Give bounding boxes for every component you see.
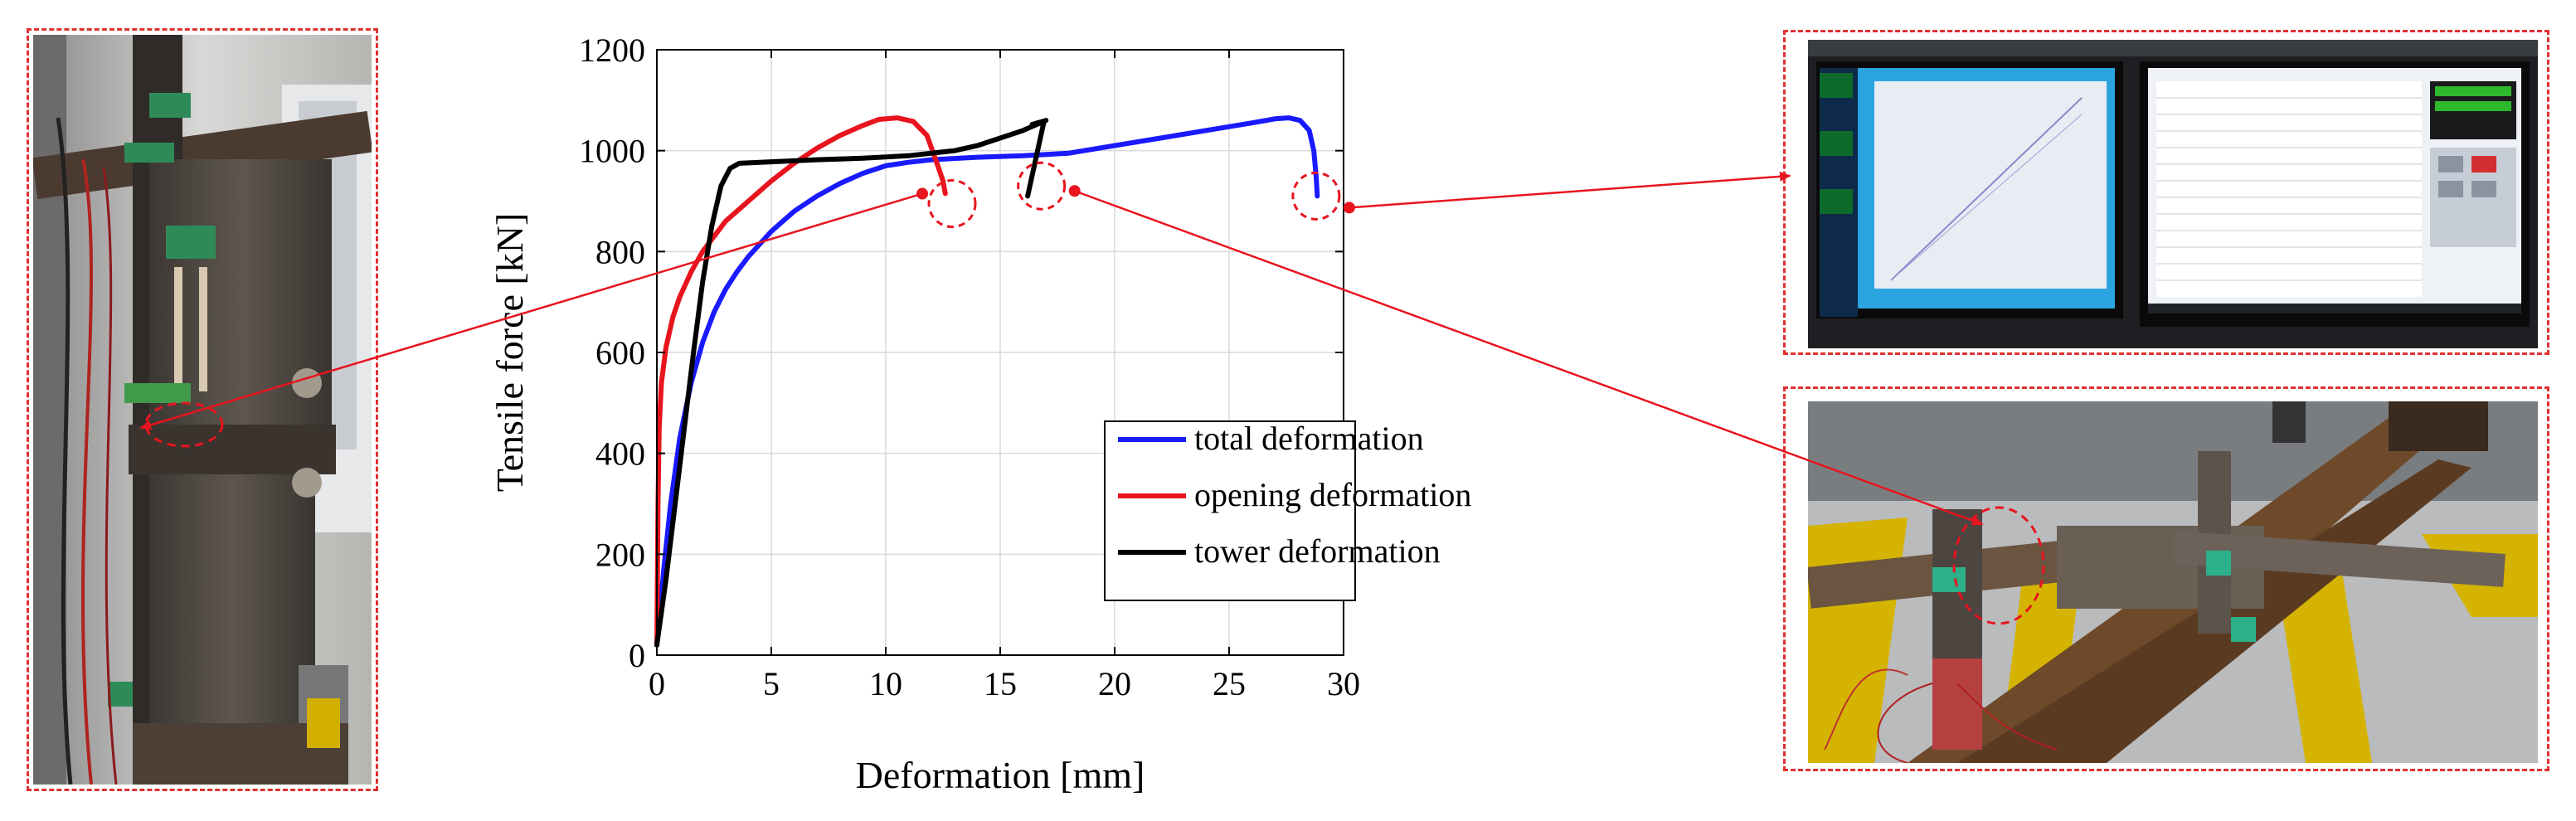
curve-end-callout-circle	[1291, 171, 1341, 221]
y-tick-label: 1000	[579, 133, 645, 170]
x-tick-label: 10	[869, 665, 902, 702]
monitor-photo	[1808, 40, 2538, 348]
failed-specimen-photo	[1808, 401, 2538, 763]
y-tick-label: 1200	[579, 32, 645, 69]
x-tick-label: 5	[763, 665, 780, 702]
y-tick-label: 400	[595, 435, 645, 473]
callout-arrow	[1349, 171, 1791, 209]
legend-label: tower deformation	[1194, 532, 1441, 570]
callout-arrow	[1074, 190, 1984, 526]
x-axis-label: Deformation [mm]	[856, 754, 1145, 796]
callout-dot	[1068, 185, 1081, 197]
series-line-opening-deformation	[654, 115, 948, 648]
failure-callout-circle	[1952, 506, 2045, 625]
failed-specimen-frame	[1783, 386, 2549, 771]
series-line-total-deformation	[654, 115, 1320, 648]
y-tick-label: 200	[595, 536, 645, 573]
left-photo-frame	[27, 28, 378, 791]
series-line-tower-deformation	[654, 118, 1049, 648]
y-tick-label: 600	[595, 334, 645, 372]
callout-dot	[1343, 202, 1355, 214]
y-axis-label: Tensile force [kN]	[488, 213, 531, 493]
x-tick-label: 15	[984, 665, 1017, 702]
x-tick-label: 30	[1327, 665, 1360, 702]
x-tick-label: 25	[1213, 665, 1246, 702]
chart-container: 0 5 10 15 20 25 30 0 200 400 600 800 1000 1200 Deform…	[464, 17, 1725, 813]
y-tick-label: 800	[595, 233, 645, 270]
callout-arrow	[139, 192, 923, 430]
chart-svg: 0 5 10 15 20 25 30 0 200 400 600 800 1000 1200 Deform…	[488, 32, 1471, 796]
specimen-photo	[33, 35, 372, 785]
legend-label: total deformation	[1194, 420, 1424, 457]
legend-label: opening deformation	[1194, 476, 1471, 513]
x-tick-label: 20	[1098, 665, 1131, 702]
y-tick-label: 0	[629, 637, 645, 674]
curve-end-callout-circle	[927, 179, 977, 229]
x-tick-label: 0	[649, 665, 665, 702]
curve-end-callout-circle	[1017, 161, 1067, 211]
specimen-callout-circle	[144, 401, 224, 448]
monitor-photo-frame	[1783, 30, 2549, 355]
legend: total deformation opening deformation towe…	[1104, 420, 1471, 601]
